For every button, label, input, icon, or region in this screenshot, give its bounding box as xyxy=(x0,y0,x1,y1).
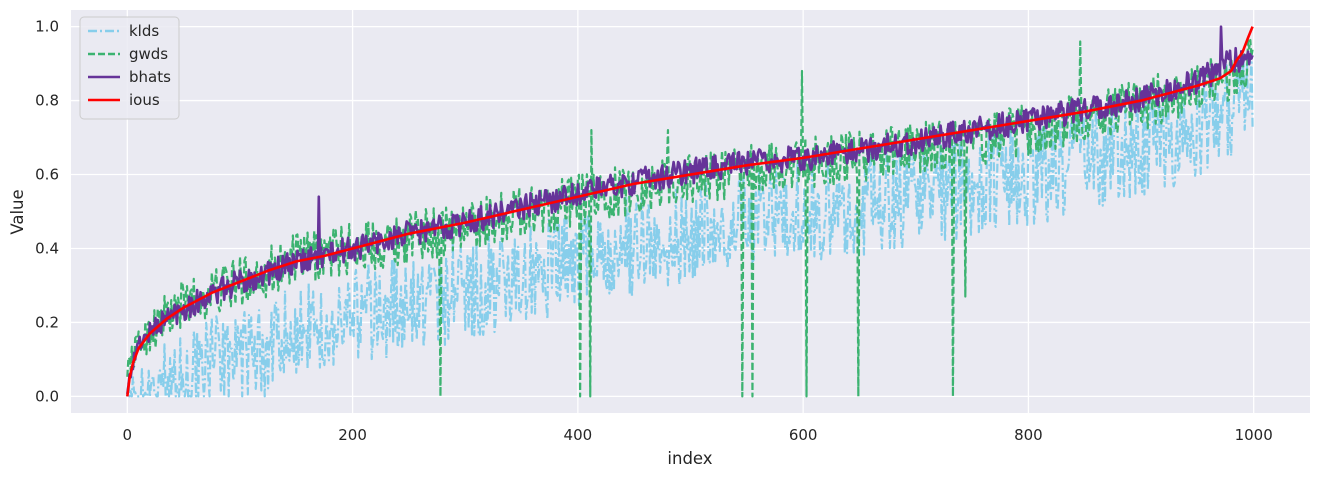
legend-label-gwds: gwds xyxy=(129,45,168,63)
y-axis-label: Value xyxy=(8,189,27,234)
y-tick-label: 0.4 xyxy=(35,239,59,257)
y-tick-label: 0.6 xyxy=(35,166,59,184)
series-group xyxy=(126,25,1254,398)
series-line-bhats xyxy=(126,25,1254,395)
legend-label-ious: ious xyxy=(129,91,160,109)
x-tick-label: 0 xyxy=(123,426,133,444)
legend-box xyxy=(79,16,180,120)
x-tick-label: 600 xyxy=(789,426,818,444)
legend: klds gwds bhats ious xyxy=(79,16,180,120)
x-tick-label: 1000 xyxy=(1235,426,1273,444)
series-line-ious xyxy=(126,26,1254,397)
legend-label-klds: klds xyxy=(129,22,159,40)
y-tick-label: 0.0 xyxy=(35,387,59,405)
series-line-klds xyxy=(126,51,1254,398)
y-tick-label: 0.2 xyxy=(35,313,59,331)
ticks-group: 0 200 400 600 800 1000 0.0 0.2 0.4 0.6 0.8 1.0 xyxy=(35,18,1273,444)
legend-label-bhats: bhats xyxy=(129,68,171,86)
plot-background xyxy=(71,10,1310,413)
y-tick-label: 0.8 xyxy=(35,92,59,110)
x-tick-label: 800 xyxy=(1014,426,1043,444)
x-tick-label: 400 xyxy=(564,426,593,444)
y-tick-label: 1.0 xyxy=(35,18,59,36)
x-axis-label: index xyxy=(667,449,712,468)
x-tick-label: 200 xyxy=(338,426,367,444)
